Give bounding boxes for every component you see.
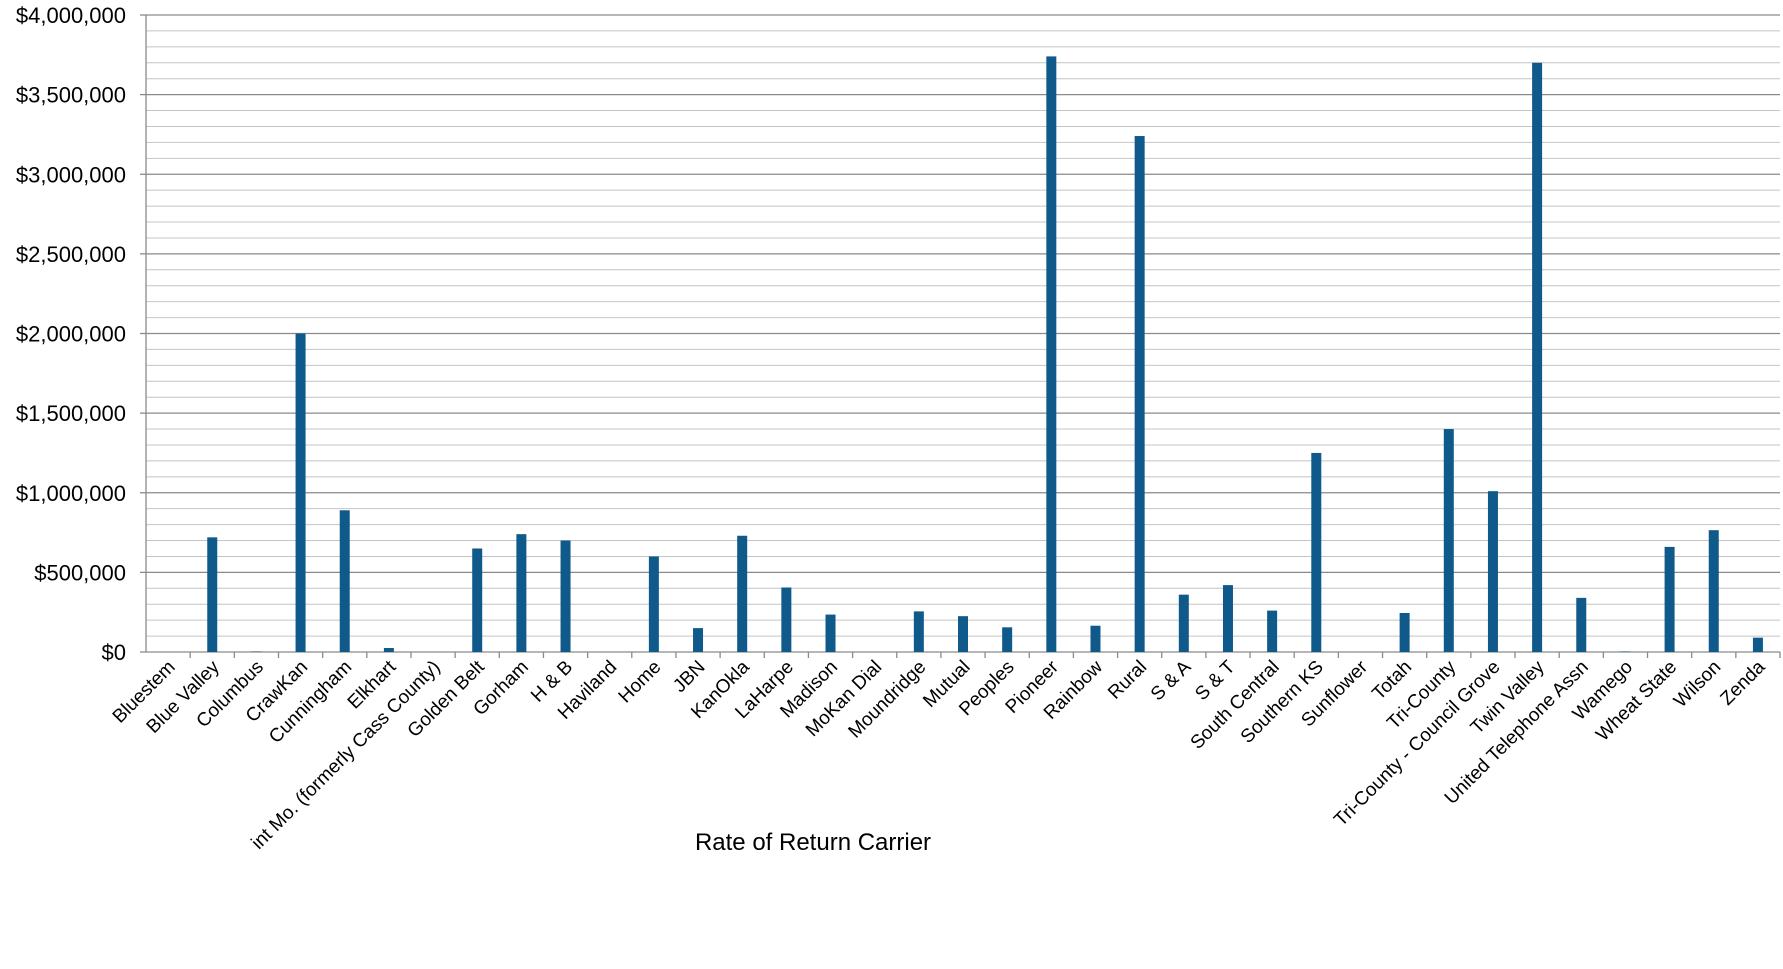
bar	[383, 648, 394, 652]
bar	[958, 616, 968, 652]
bar	[1443, 429, 1454, 652]
y-tick-label: $2,000,000	[16, 322, 126, 347]
bar	[825, 614, 836, 652]
y-tick-label: $4,000,000	[16, 3, 126, 28]
bar	[1178, 594, 1189, 652]
bar	[648, 556, 659, 652]
bar	[295, 333, 306, 652]
bar	[737, 535, 748, 652]
bar	[1267, 610, 1278, 652]
bar	[693, 628, 704, 652]
bars	[207, 56, 1763, 652]
bar	[1090, 625, 1101, 652]
bar	[913, 611, 924, 652]
y-tick-label: $1,500,000	[16, 401, 126, 426]
y-tick-label: $2,500,000	[16, 242, 126, 267]
x-tick-label: Rural	[1104, 657, 1151, 704]
bar	[560, 540, 571, 652]
bar	[1311, 452, 1322, 652]
bar	[781, 587, 792, 652]
x-axis-title: Rate of Return Carrier	[695, 829, 931, 856]
bar	[472, 548, 483, 652]
y-tick-label: $3,500,000	[16, 83, 126, 108]
bar	[1399, 612, 1410, 652]
y-tick-label: $3,000,000	[16, 162, 126, 187]
x-tick-label: Zenda	[1717, 656, 1770, 709]
y-tick-label: $500,000	[34, 560, 126, 585]
bar	[339, 510, 350, 652]
bar	[1222, 585, 1233, 652]
x-tick-label: Home	[615, 657, 666, 708]
x-tick-label: Wilson	[1670, 657, 1725, 712]
bar	[1046, 56, 1057, 652]
y-tick-label: $1,000,000	[16, 481, 126, 506]
bar	[207, 537, 218, 652]
bar	[1708, 530, 1719, 652]
bar	[1532, 62, 1543, 652]
bar	[1664, 546, 1675, 652]
bar	[1576, 597, 1587, 652]
gridlines	[146, 14, 1780, 637]
bar	[1002, 627, 1013, 652]
bar	[516, 534, 527, 652]
y-axis-ticks: $0 $500,000 $1,000,000 $1,500,000 $2,000,000…	[16, 3, 146, 665]
bar	[1134, 136, 1145, 652]
x-tick-label: S & A	[1147, 656, 1196, 705]
bar	[1487, 491, 1498, 652]
bar	[1752, 637, 1763, 652]
y-tick-label: $0	[102, 640, 126, 665]
